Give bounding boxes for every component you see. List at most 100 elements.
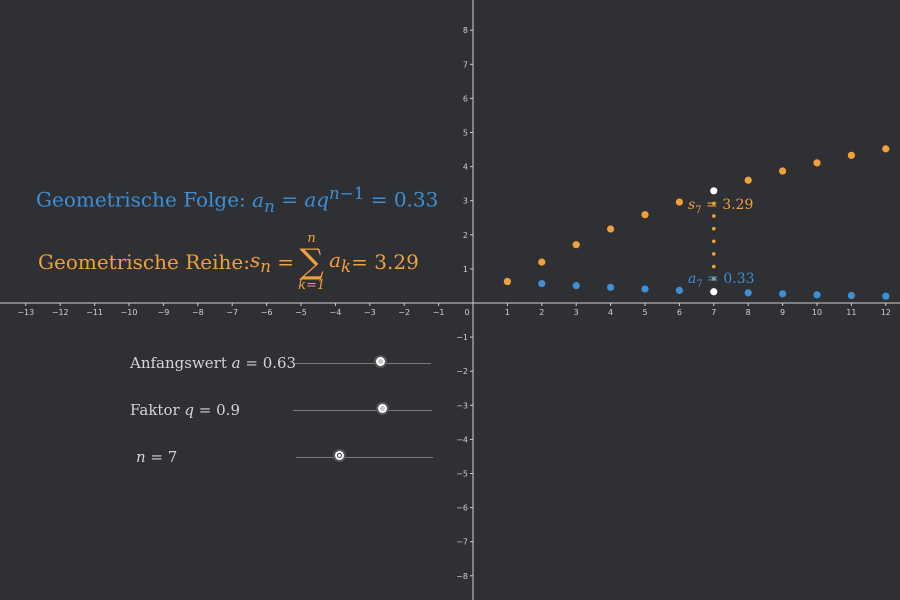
x-tick-label: 4	[608, 308, 613, 317]
x-tick-label: −11	[86, 308, 103, 317]
sequence-point	[882, 292, 890, 300]
dotted-line-dot	[712, 226, 716, 231]
x-tick-label: 10	[812, 308, 822, 317]
slider-n: n = 7	[0, 445, 440, 469]
partial-sum-point-value: = 3.29	[701, 197, 754, 213]
y-tick-label: −6	[456, 504, 468, 513]
y-tick-label: −1	[456, 333, 468, 342]
x-tick-label: 3	[574, 308, 579, 317]
dotted-line-dot	[712, 252, 716, 256]
partial-sum-point-label: s7 = 3.29	[688, 197, 754, 216]
partial-sum-point	[503, 277, 511, 286]
y-tick-label: 3	[463, 197, 468, 206]
partial-sum-point	[675, 198, 684, 206]
y-tick-label: −3	[456, 401, 468, 410]
partial-sum-point	[641, 211, 649, 219]
dotted-line-dot	[712, 239, 716, 244]
slider-faktor-track[interactable]	[293, 410, 432, 411]
y-tick-label: 4	[463, 163, 468, 172]
partial-sum-point	[813, 159, 821, 167]
partial-sum-point	[538, 258, 546, 266]
slider-anfangswert: Anfangswert a = 0.63	[0, 351, 440, 375]
sequence-point	[641, 285, 649, 293]
slider-n-handle[interactable]	[334, 451, 344, 460]
partial-sum-dotted-line	[712, 201, 716, 281]
dotted-line-dot	[712, 277, 716, 281]
y-tick-label: 7	[463, 60, 468, 69]
slider-n-track[interactable]	[296, 457, 433, 458]
sequence-point-label: a7 = 0.33	[688, 271, 755, 290]
dotted-line-dot	[712, 214, 716, 218]
x-tick-label: −6	[261, 308, 273, 317]
sequence-point	[538, 279, 546, 288]
partial-sum-point	[744, 176, 752, 184]
y-tick-label: 8	[463, 26, 468, 35]
x-tick-label: −5	[295, 308, 307, 317]
sequence-formula: Geometrische Folge: an = aqn−1 = 0.33	[36, 184, 439, 216]
sequence-point	[572, 282, 580, 290]
x-tick-label: −9	[158, 308, 170, 317]
slider-faktor: Faktor q = 0.9	[0, 398, 440, 422]
sequence-point	[607, 283, 615, 291]
slider-anfangswert-track[interactable]	[295, 363, 431, 364]
partial-sum-point	[847, 151, 856, 159]
x-tick-label: −4	[330, 308, 342, 317]
tick-labels: −13 −12 −11 −10 −9 −8 −7 −6 −5 −4 −3 −2 −1 0 1 2 3 4 5 6 7 8 9…	[17, 26, 891, 581]
x-tick-label: 5	[642, 308, 647, 317]
x-tick-label: −8	[192, 308, 204, 317]
x-tick-label: −7	[226, 308, 238, 317]
y-tick-label: 5	[463, 129, 468, 138]
partial-sum-point	[572, 241, 580, 249]
sequence-formula-value: = 0.33	[364, 187, 439, 212]
x-tick-label: 11	[846, 308, 856, 317]
x-tick-label: 0	[464, 308, 469, 317]
series-formula-value: = 3.29	[351, 250, 419, 274]
y-tick-label: 2	[463, 231, 468, 240]
y-tick-label: −8	[456, 572, 468, 581]
x-tick-label: 6	[677, 308, 682, 317]
x-tick-label: −12	[52, 308, 69, 317]
slider-faktor-handle[interactable]	[377, 404, 387, 413]
highlighted-partial-sum-point	[710, 187, 718, 195]
x-tick-label: 9	[780, 308, 785, 317]
y-tick-label: −4	[456, 435, 468, 444]
sequence-formula-prefix: Geometrische Folge:	[36, 187, 253, 212]
y-tick-label: 1	[463, 265, 468, 274]
series-formula: Geometrische Reihe: sn = n ∑ k=1 ak = 3.…	[38, 231, 419, 293]
x-tick-label: 8	[746, 308, 751, 317]
sequence-point	[744, 289, 752, 297]
slider-faktor-label: Faktor q = 0.9	[130, 401, 240, 419]
x-tick-label: 7	[711, 308, 716, 317]
highlighted-sequence-point	[710, 288, 718, 296]
x-tick-label: 12	[881, 308, 891, 317]
sequence-point	[675, 286, 684, 294]
dotted-line-dot	[712, 264, 716, 269]
series-formula-prefix: Geometrische Reihe:	[38, 250, 250, 274]
sequence-point	[813, 291, 821, 299]
sequence-point	[847, 291, 856, 300]
slider-anfangswert-handle[interactable]	[376, 357, 386, 366]
partial-sum-point	[779, 167, 787, 175]
x-tick-label: −13	[17, 308, 34, 317]
sequence-point-value: = 0.33	[702, 271, 755, 287]
x-tick-label: −10	[121, 308, 138, 317]
partial-sum-point	[882, 145, 890, 153]
partial-sum-point	[607, 225, 615, 233]
y-tick-label: 6	[463, 94, 468, 103]
slider-anfangswert-label: Anfangswert a = 0.63	[130, 354, 297, 372]
sequence-point	[779, 290, 787, 298]
x-tick-label: −2	[398, 308, 410, 317]
sequence-points	[503, 145, 890, 300]
x-tick-label: −1	[433, 308, 445, 317]
x-tick-label: 2	[539, 308, 544, 317]
y-tick-label: −7	[456, 538, 468, 547]
dotted-line-dot	[712, 201, 716, 206]
sum-symbol: n ∑ k=1	[298, 231, 326, 293]
y-tick-label: −2	[456, 367, 468, 376]
x-tick-label: −3	[364, 308, 376, 317]
slider-n-label: n = 7	[136, 448, 178, 466]
x-tick-label: 1	[505, 308, 510, 317]
y-tick-label: −5	[456, 470, 468, 479]
